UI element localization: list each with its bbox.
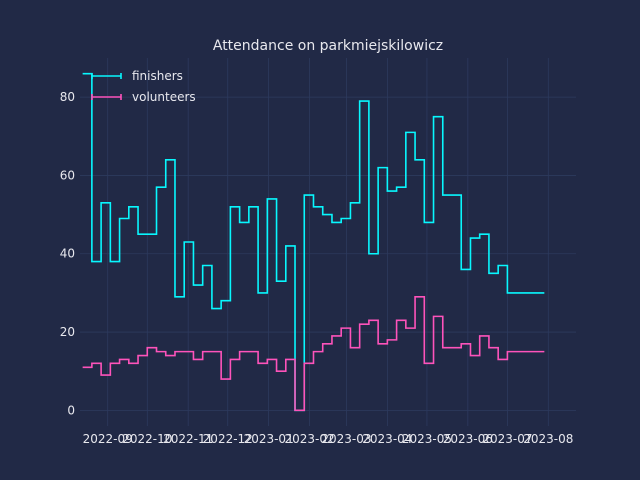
y-tick-label: 60 <box>60 168 75 182</box>
y-tick-label: 80 <box>60 90 75 104</box>
x-tick-label: 2022-10 <box>122 432 172 446</box>
legend: finishers volunteers <box>91 69 196 104</box>
x-tick-label: 2022-12 <box>203 432 253 446</box>
x-tick-label: 2023-04 <box>362 432 412 446</box>
x-tick-label: 2023-02 <box>284 432 334 446</box>
x-tick-label: 2023-01 <box>244 432 294 446</box>
x-tick-label: 2022-11 <box>163 432 213 446</box>
legend-item-finishers: finishers <box>91 69 183 83</box>
grid <box>80 58 576 426</box>
x-tick-label: 2023-06 <box>443 432 493 446</box>
x-tick-label: 2022-09 <box>83 432 133 446</box>
x-tick-label: 2023-08 <box>523 432 573 446</box>
y-tick-label: 0 <box>67 403 75 417</box>
legend-item-volunteers: volunteers <box>91 90 196 104</box>
legend-label: volunteers <box>132 90 196 104</box>
legend-label: finishers <box>132 69 183 83</box>
series-line-volunteers <box>82 296 545 412</box>
x-tick-label: 2023-03 <box>321 432 371 446</box>
x-tick-label: 2023-05 <box>402 432 452 446</box>
plot-series <box>82 72 545 412</box>
chart-title: Attendance on parkmiejskilowicz <box>213 38 443 54</box>
series-line-finishers <box>82 72 545 412</box>
x-tick-label: 2023-07 <box>482 432 532 446</box>
y-tick-label: 40 <box>60 247 75 261</box>
axis-ticks: 0204060802022-092022-102022-112022-12202… <box>60 90 574 446</box>
y-tick-label: 20 <box>60 325 75 339</box>
